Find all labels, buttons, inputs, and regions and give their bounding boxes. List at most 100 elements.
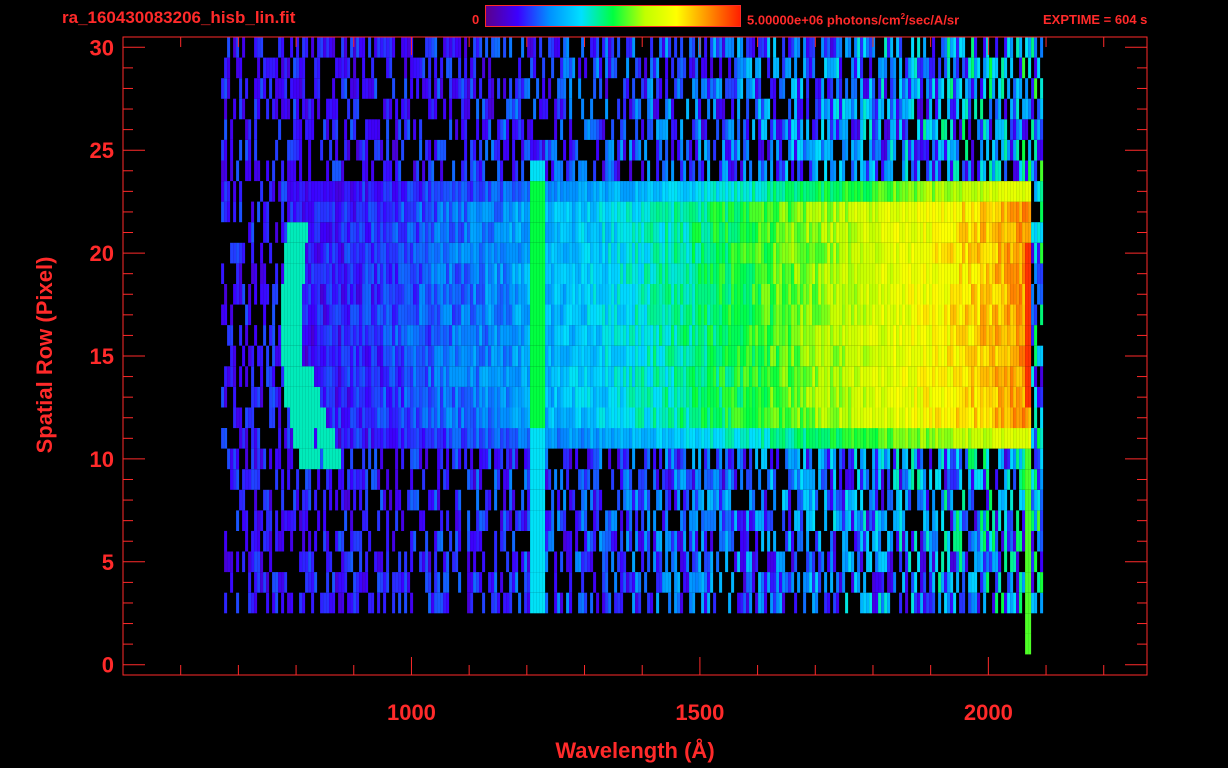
heatmap-cell xyxy=(386,366,390,387)
heatmap-cell xyxy=(1028,407,1032,429)
heatmap-cell xyxy=(800,222,804,243)
heatmap-cell xyxy=(626,407,630,429)
heatmap-cell xyxy=(1016,510,1020,531)
heatmap-cell xyxy=(824,469,828,490)
heatmap-cell xyxy=(1016,551,1020,573)
heatmap-cell xyxy=(542,469,546,490)
heatmap-cell xyxy=(872,325,876,346)
heatmap-cell xyxy=(431,592,435,614)
heatmap-cell xyxy=(455,448,459,470)
heatmap-cell xyxy=(833,592,837,614)
heatmap-cell xyxy=(917,222,921,243)
heatmap-cell xyxy=(341,407,345,429)
heatmap-cell xyxy=(968,304,972,326)
heatmap-cell xyxy=(389,428,393,449)
heatmap-cell xyxy=(581,222,585,243)
heatmap-cell xyxy=(647,530,651,552)
heatmap-cell xyxy=(485,304,489,326)
heatmap-cell xyxy=(251,345,255,367)
heatmap-cell xyxy=(605,325,609,346)
heatmap-cell xyxy=(503,345,507,367)
heatmap-cell xyxy=(287,428,291,449)
heatmap-cell xyxy=(785,222,789,243)
heatmap-cell xyxy=(995,510,999,531)
heatmap-cell xyxy=(914,345,918,367)
heatmap-cell xyxy=(662,345,666,367)
heatmap-cell xyxy=(749,345,753,367)
heatmap-cell xyxy=(446,263,450,284)
heatmap-cell xyxy=(596,345,600,367)
heatmap-cell xyxy=(995,181,999,202)
heatmap-cell xyxy=(941,345,945,367)
heatmap-cell xyxy=(443,181,447,202)
heatmap-cell xyxy=(875,530,879,552)
heatmap-cell xyxy=(773,551,777,573)
heatmap-cell xyxy=(953,592,957,614)
heatmap-cell xyxy=(557,345,561,367)
heatmap-cell xyxy=(404,428,408,449)
heatmap-cell xyxy=(536,201,540,223)
heatmap-cell xyxy=(869,592,873,614)
heatmap-cell xyxy=(1037,510,1041,531)
heatmap-cell xyxy=(569,448,573,470)
heatmap-cell xyxy=(692,304,696,326)
heatmap-cell xyxy=(911,469,915,490)
heatmap-cell xyxy=(674,366,678,387)
heatmap-cell xyxy=(989,222,993,243)
heatmap-cell xyxy=(740,345,744,367)
heatmap-cell xyxy=(980,510,984,531)
heatmap-cell xyxy=(827,592,831,614)
heatmap-cell xyxy=(485,222,489,243)
heatmap-cell xyxy=(923,304,927,326)
heatmap-cell xyxy=(287,345,291,367)
heatmap-cell xyxy=(1025,428,1029,449)
heatmap-cell xyxy=(824,304,828,326)
heatmap-cell xyxy=(287,469,291,490)
heatmap-cell xyxy=(764,181,768,202)
heatmap-cell xyxy=(800,160,804,182)
heatmap-cell xyxy=(467,222,471,243)
heatmap-cell xyxy=(620,366,624,387)
heatmap-cell xyxy=(509,448,513,470)
heatmap-cell xyxy=(332,160,336,182)
heatmap-cell xyxy=(878,181,882,202)
heatmap-cell xyxy=(626,284,630,305)
heatmap-cell xyxy=(371,366,375,387)
heatmap-cell xyxy=(329,139,333,161)
heatmap-cell xyxy=(284,345,288,367)
heatmap-cell xyxy=(680,345,684,367)
heatmap-cell xyxy=(395,386,399,408)
heatmap-cell xyxy=(695,489,699,511)
heatmap-cell xyxy=(803,407,807,429)
heatmap-cell xyxy=(926,428,930,449)
heatmap-cell xyxy=(575,242,579,264)
heatmap-cell xyxy=(992,160,996,182)
heatmap-cell xyxy=(554,592,558,614)
heatmap-cell xyxy=(689,345,693,367)
heatmap-cell xyxy=(518,201,522,223)
heatmap-cell xyxy=(767,181,771,202)
heatmap-cell xyxy=(335,572,339,593)
heatmap-cell xyxy=(584,325,588,346)
heatmap-cell xyxy=(1019,325,1023,346)
heatmap-cell xyxy=(308,530,312,552)
heatmap-cell xyxy=(839,469,843,490)
heatmap-cell xyxy=(830,201,834,223)
heatmap-cell xyxy=(1007,181,1011,202)
heatmap-cell xyxy=(773,345,777,367)
heatmap-cell xyxy=(815,325,819,346)
heatmap-cell xyxy=(560,222,564,243)
heatmap-cell xyxy=(434,284,438,305)
heatmap-cell xyxy=(560,242,564,264)
heatmap-cell xyxy=(773,489,777,511)
heatmap-cell xyxy=(893,448,897,470)
heatmap-cell xyxy=(371,242,375,264)
heatmap-cell xyxy=(884,386,888,408)
heatmap-cell xyxy=(959,448,963,470)
heatmap-cell xyxy=(440,325,444,346)
heatmap-cell xyxy=(833,160,837,182)
heatmap-cell xyxy=(851,551,855,573)
heatmap-cell xyxy=(464,407,468,429)
heatmap-cell xyxy=(527,263,531,284)
heatmap-cell xyxy=(662,242,666,264)
